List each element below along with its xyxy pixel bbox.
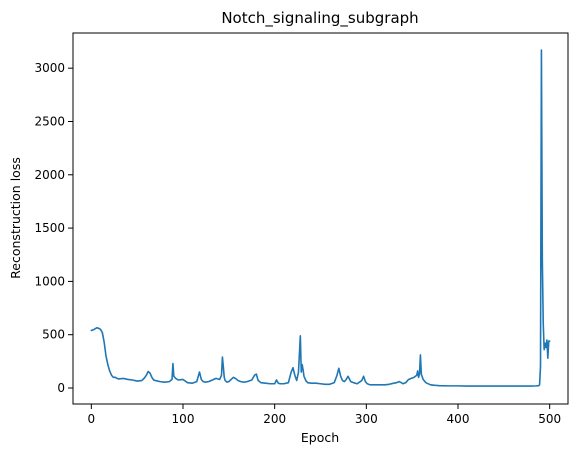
x-axis-label: Epoch	[301, 430, 339, 445]
y-tick-label: 3000	[34, 61, 65, 75]
x-tick-label: 0	[88, 412, 96, 426]
y-tick-label: 2500	[34, 114, 65, 128]
series-layer	[90, 49, 551, 387]
y-tick-label: 0	[57, 381, 65, 395]
y-axis-ticks: 0 500 1000 1500 2000 2500 3000	[34, 61, 73, 395]
y-tick-label: 2000	[34, 168, 65, 182]
x-tick-label: 400	[447, 412, 470, 426]
chart-title: Notch_signaling_subgraph	[221, 9, 418, 28]
y-tick-label: 1500	[34, 221, 65, 235]
plot-frame	[72, 32, 569, 405]
x-tick-label: 500	[538, 412, 561, 426]
series-line-0	[90, 49, 551, 387]
y-axis-label: Reconstruction loss	[8, 157, 23, 279]
x-tick-label: 100	[172, 412, 195, 426]
y-tick-label: 500	[42, 328, 65, 342]
y-tick-label: 1000	[34, 274, 65, 288]
x-tick-label: 300	[355, 412, 378, 426]
x-tick-label: 200	[263, 412, 286, 426]
x-axis-ticks: 0 100 200 300 400 500	[88, 404, 561, 426]
plot-area	[73, 33, 568, 404]
